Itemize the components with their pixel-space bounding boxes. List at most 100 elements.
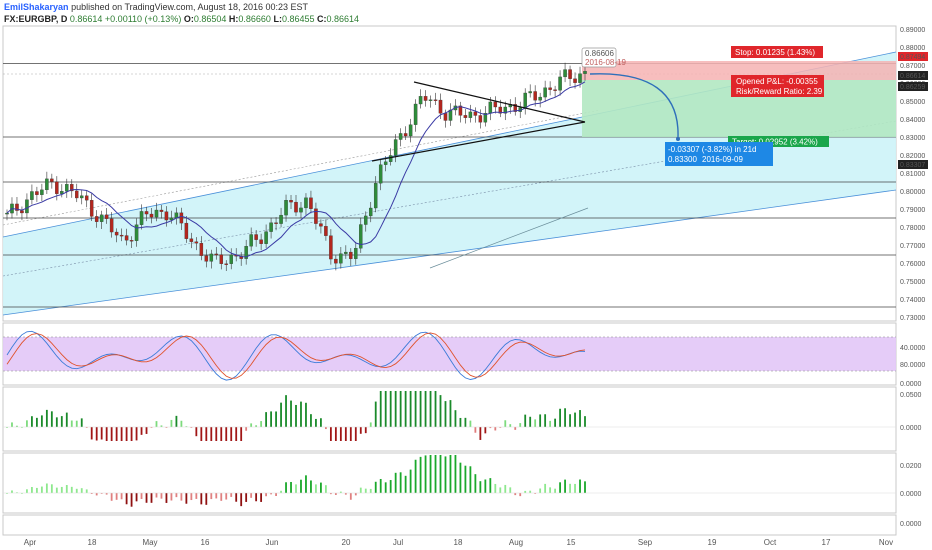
osc1-bar <box>11 422 13 427</box>
candle-body <box>359 224 363 249</box>
osc1-bar <box>260 421 263 427</box>
opened-pl: Opened P&L: -0.00355 <box>736 77 818 86</box>
osc2-bar <box>245 493 248 502</box>
candle-body <box>583 71 587 74</box>
osc2-bar <box>26 489 28 493</box>
projection-arrow-head <box>676 137 680 141</box>
osc2-bar <box>579 479 581 493</box>
osc2-bar <box>394 472 397 493</box>
osc1-bar <box>21 426 23 428</box>
osc2-bar <box>379 478 382 493</box>
osc1-bar <box>160 425 163 427</box>
candle-body <box>164 211 169 221</box>
price-value: 0.86614 <box>69 14 103 24</box>
osc1-bar <box>504 420 507 427</box>
osc1-bar <box>514 427 517 430</box>
osc2-bar <box>509 487 512 493</box>
price-axis[interactable]: 0.890000.880000.870000.860000.850000.840… <box>900 27 925 322</box>
candle-body <box>388 155 393 162</box>
candle-body <box>473 111 478 116</box>
candle-body <box>89 200 94 217</box>
time-tick: 18 <box>88 538 97 547</box>
channel-lower-line <box>2 189 897 316</box>
target-label: Target: 0.02952 (3.42%) <box>728 136 829 147</box>
osc1-bar <box>110 427 113 441</box>
osc2-bar <box>275 493 277 496</box>
osc2-bar <box>50 484 53 493</box>
candle-body <box>209 253 214 262</box>
osc2-bar <box>459 462 462 493</box>
osc2-bar <box>130 493 133 507</box>
osc1-bar <box>155 421 158 427</box>
osc2-bar <box>95 493 98 496</box>
candle-body <box>50 178 54 182</box>
osc1-bar <box>240 427 243 441</box>
time-tick: Oct <box>764 538 777 547</box>
osc2-bar <box>329 493 332 495</box>
osc1-bar <box>135 427 138 441</box>
candle-body <box>498 106 503 114</box>
osc2-bar <box>339 491 342 493</box>
osc2-bar <box>569 483 571 493</box>
osc1-bar <box>524 414 527 427</box>
candle-body <box>279 214 283 224</box>
candle-body <box>488 101 493 114</box>
projection-move: -0.03307 (-3.82%) in 21d <box>668 145 757 154</box>
candle-body <box>119 234 124 237</box>
candle-body <box>109 218 114 233</box>
osc1-bar <box>105 427 108 441</box>
osc1-bar <box>519 423 522 427</box>
osc2-bar <box>484 479 487 493</box>
ohlc-legend: FX:EURGBP, D 0.86614 +0.00110 (+0.13%) O… <box>4 14 360 24</box>
osc1-bar <box>55 417 58 427</box>
osc1-bar <box>539 414 542 427</box>
time-axis[interactable]: Apr 18 May 16 Jun 20 Jul 18 Aug 15 Sep 19 Oct 17 Nov <box>24 538 893 547</box>
candle-body <box>30 191 34 200</box>
candle-body <box>344 251 348 254</box>
osc2-bar <box>225 493 228 500</box>
osc1-bar <box>195 427 198 437</box>
osc3-axis: 0.0000 <box>900 521 922 528</box>
osc2-bar <box>65 484 68 493</box>
osc1-bar <box>130 427 133 441</box>
osc2-bar <box>539 488 542 493</box>
candle-body <box>558 76 562 91</box>
osc2-bar <box>315 484 317 493</box>
osc1-bar <box>90 427 93 440</box>
osc2-bar <box>409 469 412 493</box>
osc2-bar <box>140 493 143 499</box>
osc2-bar <box>145 493 148 503</box>
stoch-band <box>3 337 896 371</box>
osc2-bar <box>90 493 93 494</box>
osc1-bar <box>369 422 372 427</box>
osc1-bar <box>579 410 581 427</box>
osc1-bar <box>449 400 452 427</box>
osc2-bar <box>60 486 63 493</box>
osc2-bar <box>100 493 103 494</box>
candle-body <box>433 99 438 101</box>
callout-price: 0.86606 <box>585 49 614 58</box>
osc1-bar <box>275 411 277 427</box>
osc1-bar <box>290 400 292 427</box>
osc1-bar <box>35 417 38 427</box>
author-link[interactable]: EmilShakaryan <box>4 2 69 12</box>
osc1-bar <box>185 426 188 428</box>
osc1-bar <box>494 427 497 431</box>
osc2-bar <box>584 481 586 493</box>
callout-date: 2016-08-19 <box>585 58 626 67</box>
osc2-bar <box>290 481 292 493</box>
publish-info: EmilShakaryan published on TradingView.c… <box>4 2 308 12</box>
candle-body <box>229 254 233 264</box>
projection-date: 2016-09-09 <box>702 155 743 164</box>
osc1-bar <box>175 415 178 427</box>
candle-body <box>413 103 418 125</box>
osc2-bar <box>170 493 173 501</box>
osc1-bar <box>170 419 173 427</box>
symbol-label[interactable]: FX:EURGBP, D <box>4 14 68 24</box>
osc1-bar <box>205 427 208 441</box>
candle-body <box>274 222 278 224</box>
time-tick: 19 <box>708 538 717 547</box>
time-tick: 16 <box>201 538 210 547</box>
osc1-bar <box>235 427 238 441</box>
